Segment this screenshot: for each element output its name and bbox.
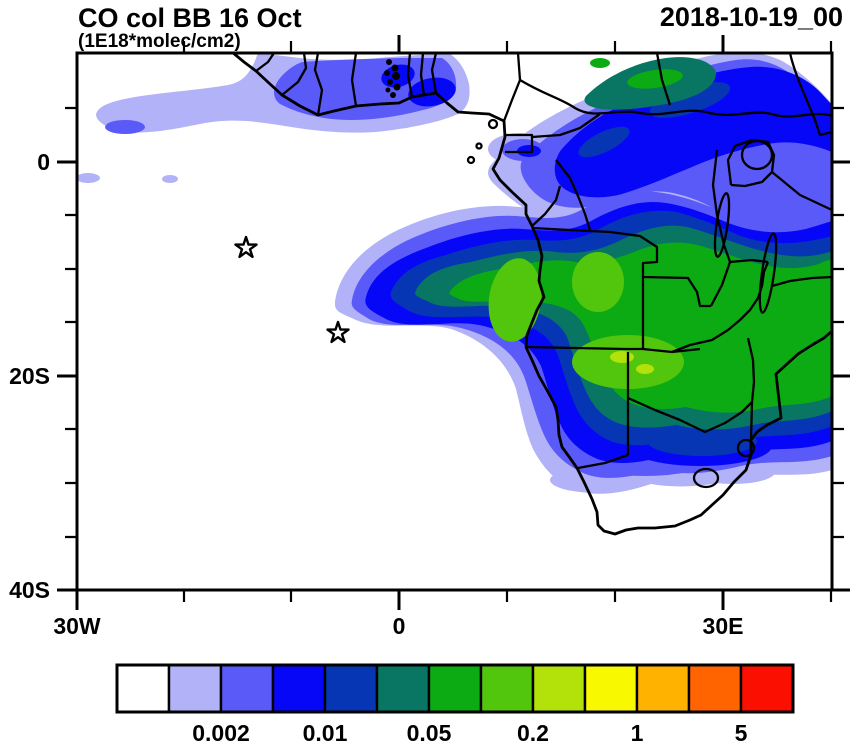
colorbar-cell xyxy=(479,663,535,714)
colorbar-cell xyxy=(219,663,275,714)
x-tick-label-30w: 30W xyxy=(53,613,101,639)
principe-island xyxy=(475,142,483,150)
colorbar-cell xyxy=(323,663,379,714)
lake-tanganyika xyxy=(713,192,731,258)
contour-level-0.05 xyxy=(449,58,832,413)
colorbar-cell xyxy=(739,663,795,714)
colorbar: 0.002 0.01 0.05 0.2 1 5 xyxy=(115,663,795,746)
colorbar-label: 1 xyxy=(631,720,644,746)
x-tick-label-0: 0 xyxy=(393,613,406,639)
units-label: (1E18*molec/cm2) xyxy=(78,31,241,52)
colorbar-border xyxy=(115,663,795,714)
colorbar-label: 5 xyxy=(735,720,748,746)
colorbar-cell xyxy=(583,663,639,714)
star-marker xyxy=(234,235,258,259)
colorbar-cell xyxy=(427,663,483,714)
colorbar-label: 0.01 xyxy=(303,720,348,746)
minor-ticks xyxy=(65,41,844,602)
colorbar-cell xyxy=(531,663,587,714)
x-tick-label-30e: 30E xyxy=(703,613,744,639)
station-star-markers xyxy=(234,235,350,344)
star-marker xyxy=(326,320,350,344)
timestamp-label: 2018-10-19_00 xyxy=(660,2,843,32)
colorbar-cell xyxy=(167,663,223,714)
colorbar-label: 0.002 xyxy=(192,720,250,746)
colorbar-cell xyxy=(375,663,431,714)
colorbar-cell xyxy=(635,663,691,714)
colorbar-label: 0.05 xyxy=(407,720,452,746)
major-ticks xyxy=(57,35,850,610)
page-title: CO col BB 16 Oct xyxy=(78,3,302,33)
fire-spot-cluster xyxy=(384,59,401,98)
lakes-and-islands xyxy=(466,118,778,314)
colorbar-cell xyxy=(271,663,327,714)
y-tick-label-0: 0 xyxy=(37,149,50,175)
sao-tome-island xyxy=(466,155,476,165)
bioko-island xyxy=(487,118,499,130)
colorbar-cell xyxy=(687,663,743,714)
colorbar-label: 0.2 xyxy=(517,720,549,746)
axis-ticks xyxy=(57,35,850,610)
lake-victoria xyxy=(740,139,774,171)
colorbar-cell xyxy=(115,663,171,714)
y-tick-label-20s: 20S xyxy=(9,363,50,389)
y-tick-label-40s: 40S xyxy=(9,577,50,603)
contour-field xyxy=(77,53,832,590)
lake-malawi xyxy=(758,232,778,314)
country-borders xyxy=(255,53,832,489)
